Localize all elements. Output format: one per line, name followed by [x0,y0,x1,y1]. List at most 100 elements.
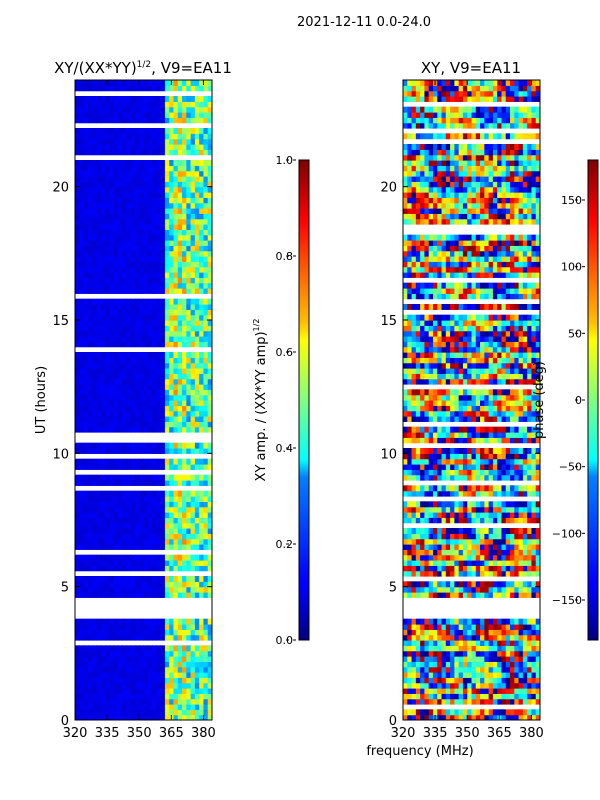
heatmap-cell [488,570,494,577]
heatmap-cell [117,373,123,380]
heatmap-cell [134,277,140,284]
heatmap-cell [139,362,145,369]
heatmap-cell [203,106,209,113]
heatmap-cell [407,517,413,524]
heatmap-cell [428,688,434,694]
heatmap-cell [173,272,179,278]
heatmap-cell [126,506,132,513]
heatmap-cell [104,176,110,182]
heatmap-cell [194,357,200,364]
heatmap-cell [164,218,170,225]
heatmap-cell [190,709,196,716]
heatmap-cell [467,714,473,720]
heatmap-cell [100,586,106,593]
heatmap-cell [169,202,175,209]
heatmap-cell [190,394,196,401]
heatmap-cell [471,528,477,534]
heatmap-cell [207,218,212,225]
heatmap-cell [190,192,196,198]
heatmap-cell [139,101,145,108]
heatmap-cell [535,677,540,684]
heatmap-cell [147,442,153,449]
heatmap-cell [415,581,421,588]
heatmap-cell [104,309,110,316]
heatmap-cell [514,586,520,593]
heatmap-cell [403,645,408,652]
heatmap-cell [92,266,98,273]
heatmap-cell [173,400,179,406]
heatmap-cell [454,565,460,572]
heatmap-cell [203,704,209,710]
heatmap-cell [79,149,85,156]
heatmap-cell [113,405,119,412]
heatmap-cell [199,272,205,278]
heatmap-cell [96,309,102,316]
heatmap-cell [471,544,477,550]
heatmap-cell [100,480,106,486]
heatmap-cell [497,640,503,646]
heatmap-cell [169,160,175,166]
heatmap-cell [113,506,119,513]
heatmap-cell [505,560,511,566]
heatmap-cell [139,714,145,720]
heatmap-cell [134,341,140,348]
heatmap-cell [92,288,98,294]
heatmap-cell [147,512,153,518]
heatmap-cell [510,634,515,641]
heatmap-cell [203,496,209,502]
heatmap-cell [471,592,477,598]
heatmap-cell [450,506,455,513]
heatmap-cell [182,304,187,310]
heatmap-cell [190,208,196,214]
heatmap-cell [501,549,507,556]
heatmap-cell [437,629,443,636]
heatmap-cell [424,693,430,700]
heatmap-cell [160,693,166,700]
heatmap-cell [186,490,192,497]
heatmap-cell [109,592,115,598]
heatmap-cell [492,645,498,652]
heatmap-cell [79,506,85,513]
heatmap-cell [169,629,175,636]
heatmap-cell [492,549,498,556]
heatmap-cell [497,634,503,641]
heatmap-cell [87,272,93,278]
heatmap-cell [139,501,145,508]
heatmap-cell [160,352,166,358]
heatmap-cell [117,170,123,177]
heatmap-cell [462,549,468,556]
heatmap-cell [96,618,102,625]
heatmap-cell [501,469,507,476]
heatmap-cell [156,330,162,337]
heatmap-cell [173,224,179,230]
heatmap-cell [407,714,413,720]
heatmap-cell [458,389,464,396]
heatmap-cell [420,538,426,545]
heatmap-cell [147,266,153,273]
heatmap-cell [96,506,102,513]
heatmap-cell [126,426,132,433]
heatmap-cell [79,666,85,673]
heatmap-cell [535,474,540,481]
heatmap-cell [143,517,149,524]
heatmap-cell [484,512,490,518]
heatmap-cell [100,400,106,406]
heatmap-cell [156,490,162,497]
heatmap-cell [535,458,540,465]
heatmap-cell [109,682,115,689]
heatmap-cell [117,618,123,625]
heatmap-cell [113,229,119,236]
heatmap-cell [522,688,528,694]
heatmap-cell [160,506,166,513]
heatmap-cell [164,618,170,625]
heatmap-cell [480,682,485,689]
heatmap-cell [475,581,481,588]
heatmap-cell [113,325,119,332]
heatmap-cell [488,389,494,396]
heatmap-cell [79,517,85,524]
heatmap-cell [535,437,540,444]
heatmap-cell [407,512,413,518]
heatmap-cell [207,165,212,172]
heatmap-cell [194,368,200,374]
heatmap-cell [126,682,132,689]
